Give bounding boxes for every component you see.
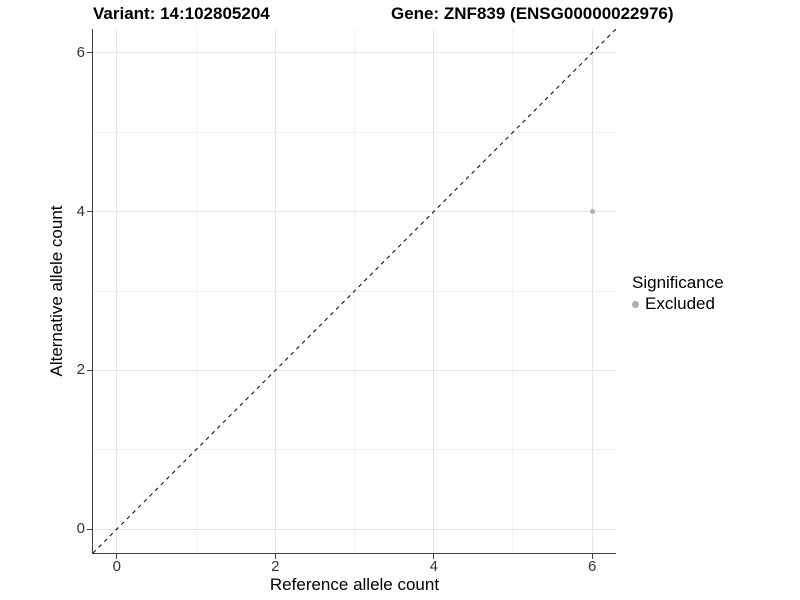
legend-items: Excluded [632,295,724,313]
data-point [589,209,595,215]
y-tick-label: 4 [76,202,85,220]
variant-title: Variant: 14:102805204 [93,4,270,23]
x-tick-label: 4 [429,558,438,575]
x-tick-label: 0 [112,558,121,575]
x-tick-mark [433,554,435,559]
y-tick-label: 6 [76,43,85,61]
legend: Significance Excluded [632,273,724,313]
x-tick-label: 6 [588,558,597,575]
y-tick-mark [87,211,92,213]
x-tick-label: 2 [271,558,280,575]
minor-gridline-h [93,449,616,451]
major-gridline-v [433,29,435,553]
y-axis-title: Alternative allele count [47,205,66,377]
y-tick-mark [87,369,92,371]
major-gridline-h [93,528,616,530]
major-gridline-v [591,29,593,553]
x-tick-mark [274,554,276,559]
major-gridline-h [93,369,616,371]
x-axis-title: Reference allele count [269,575,440,594]
y-tick-mark [87,52,92,54]
y-tick-label: 0 [76,520,85,538]
gene-title: Gene: ZNF839 (ENSG00000022976) [391,4,674,23]
major-gridline-v [274,29,276,553]
legend-item: Excluded [632,295,724,313]
legend-item-label: Excluded [645,294,715,313]
identity-line [92,28,617,554]
plot-panel: 0 2 4 6 0 2 4 6 Reference allele count Alternat… [47,28,617,594]
major-gridline-h [93,211,616,213]
legend-title: Significance [632,273,724,292]
major-gridline-v [116,29,118,553]
y-tick-mark [87,528,92,530]
x-tick-mark [591,554,593,559]
major-gridline-h [93,52,616,54]
y-tick-label: 2 [76,361,85,379]
x-tick-mark [116,554,118,559]
legend-dot-icon [632,300,639,308]
minor-gridline-h [93,131,616,133]
